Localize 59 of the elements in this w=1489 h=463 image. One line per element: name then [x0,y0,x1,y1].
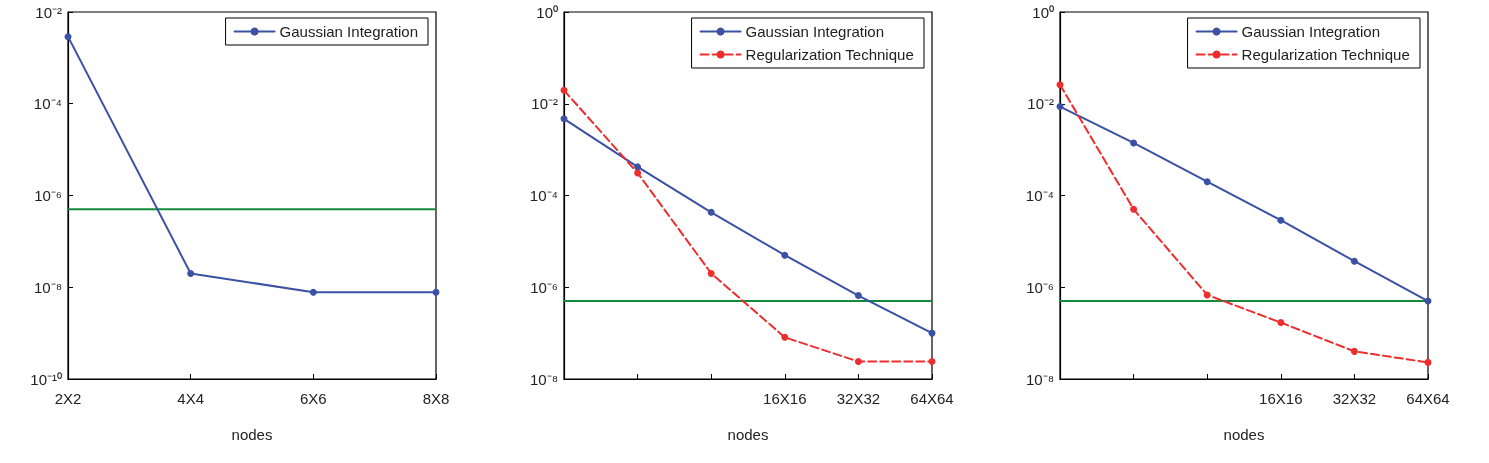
point [1277,319,1285,327]
x-axis-title: nodes [727,426,769,443]
point [634,169,642,177]
x-tick-label: 4X4 [177,390,205,407]
point [854,358,862,366]
x-tick-label: 32X32 [1332,390,1377,407]
legend-label: Gaussian Integration [279,23,418,40]
point [1203,291,1211,299]
point [1350,347,1358,355]
point [1056,103,1064,111]
y-tick-label: 10⁻² [531,95,558,113]
x-tick-label: 32X32 [836,390,881,407]
point [1424,358,1432,366]
y-tick-label: 10⁻⁸ [529,370,558,388]
point [1350,257,1358,265]
y-tick-label: 10⁻² [35,3,62,21]
point [1130,139,1138,147]
x-tick-label: 64X64 [1406,390,1450,407]
x-axis-title: nodes [1223,426,1265,443]
point [187,269,195,277]
point [432,288,440,296]
x-tick-label: 2X2 [54,390,82,407]
point [928,358,936,366]
point [1203,178,1211,186]
x-tick-label: 16X16 [1259,390,1303,407]
point [707,269,715,277]
x-axis-title: nodes [231,426,273,443]
y-tick-label: 10⁻⁶ [34,187,62,204]
y-tick-label: 10⁻⁸ [1025,370,1054,388]
y-tick-label: 10⁻⁴ [529,187,558,204]
y-tick-label: 10⁻⁴ [1025,187,1054,204]
point [854,292,862,300]
point [1277,216,1285,224]
x-tick-label: 16X16 [763,390,807,407]
y-tick-label: 10⁻⁶ [530,278,558,296]
point [64,33,72,41]
legend-label: Regularization Technique [1241,46,1410,63]
x-tick-label: 64X64 [910,390,954,407]
legend-label: Regularization Technique [745,46,914,63]
y-tick-label: 10⁻¹⁰ [30,370,62,388]
legend-label: Gaussian Integration [745,23,884,40]
legend-label: Gaussian Integration [1241,23,1380,40]
point [1130,205,1138,213]
y-tick-label: 10⁰ [1032,3,1054,21]
point [560,115,568,123]
y-tick-label: 10⁰ [536,3,558,21]
y-tick-label: 10⁻⁴ [33,95,62,113]
x-tick-label: 6X6 [299,390,327,407]
y-tick-label: 10⁻⁸ [33,278,62,296]
point [634,163,642,171]
point [309,288,317,296]
y-tick-label: 10⁻² [1027,95,1054,113]
y-tick-label: 10⁻⁶ [1026,278,1054,296]
point [560,86,568,94]
x-tick-label: 8X8 [422,390,450,407]
point [781,333,789,341]
point [781,251,789,259]
point [1056,81,1064,89]
point [707,208,715,216]
